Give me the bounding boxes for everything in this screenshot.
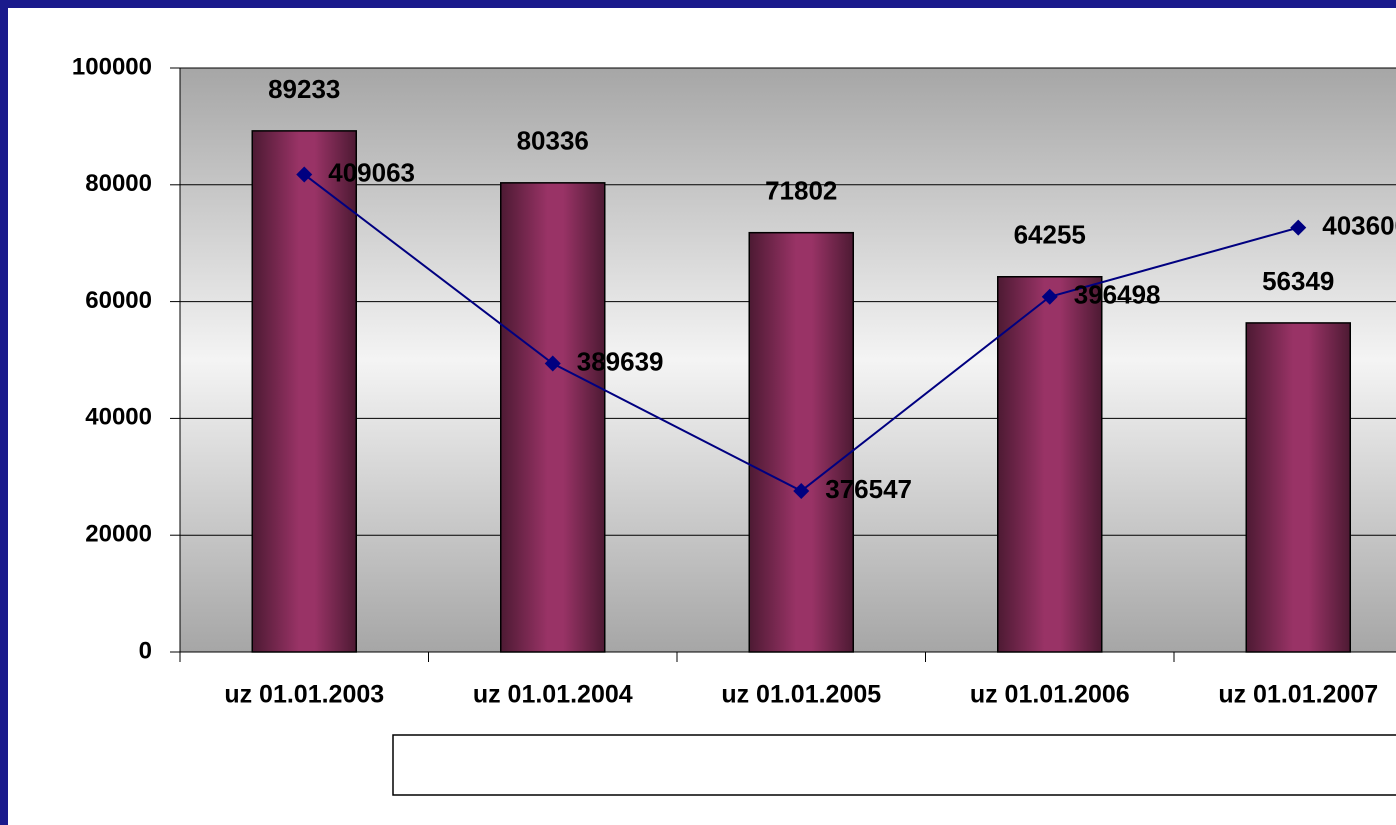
line-value-label: 396498: [1074, 280, 1161, 310]
line-marker: [544, 355, 561, 372]
bar-value-label: 89233: [268, 74, 340, 104]
bar-value-label: 80336: [517, 126, 589, 156]
y-tick-label: 40000: [85, 404, 152, 431]
x-tick-label: uz 01.01.2004: [473, 681, 633, 709]
y-tick-label: 100000: [72, 53, 152, 80]
y-tick-label: 60000: [85, 287, 152, 314]
bar: [500, 182, 606, 653]
line-value-label: 409063: [328, 157, 415, 187]
x-tick-label: uz 01.01.2006: [970, 681, 1130, 709]
bar-value-label: 64255: [1014, 220, 1086, 250]
line-value-label: 403600: [1322, 211, 1396, 241]
y-tick-label: 20000: [85, 521, 152, 548]
x-tick-label: uz 01.01.2005: [721, 681, 881, 709]
bar: [251, 130, 357, 653]
y-tick-label: 80000: [85, 170, 152, 197]
y-tick-label: 0: [139, 637, 152, 664]
bar: [748, 231, 854, 653]
line-marker: [1290, 219, 1307, 236]
line-value-label: 376547: [825, 474, 912, 504]
line-value-label: 389639: [577, 346, 664, 376]
bar-value-label: 71802: [765, 176, 837, 206]
bar: [1245, 322, 1351, 653]
bar-value-label: 56349: [1262, 266, 1334, 296]
x-tick-label: uz 01.01.2007: [1218, 681, 1378, 709]
line-marker: [793, 482, 810, 499]
x-tick-label: uz 01.01.2003: [224, 681, 384, 709]
line-marker: [296, 166, 313, 183]
line-marker: [1041, 288, 1058, 305]
legend: [392, 734, 1396, 796]
bar: [997, 276, 1103, 653]
